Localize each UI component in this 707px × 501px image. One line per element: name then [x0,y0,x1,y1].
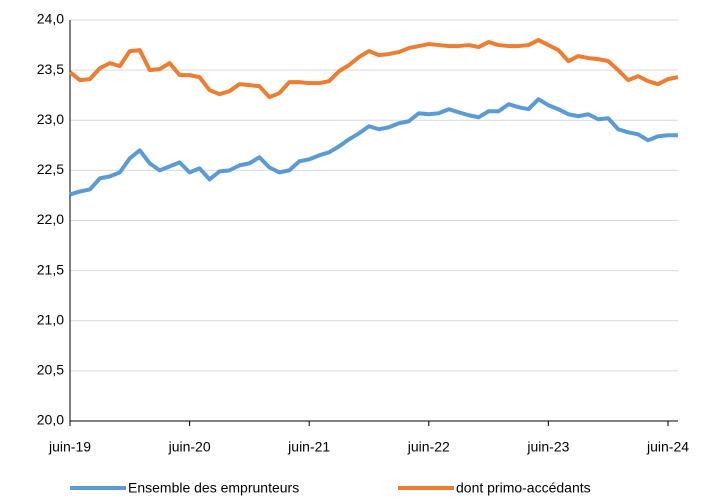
y-tick-label: 22,0 [37,211,64,227]
y-tick-label: 23,0 [37,111,64,127]
y-tick-label: 22,5 [37,161,64,177]
y-tick-label: 21,5 [37,261,64,277]
y-tick-label: 20,0 [37,412,64,428]
series-line [69,97,678,197]
legend-label: dont primo-accédants [456,480,591,496]
y-tick-label: 24,0 [37,11,64,27]
series-line [68,38,679,100]
x-tick-label: juin-19 [48,439,91,455]
x-tick-label: juin-23 [526,439,569,455]
legend-label: Ensemble des emprunteurs [128,480,299,496]
y-tick-label: 21,0 [37,311,64,327]
y-tick-label: 23,5 [37,61,64,77]
x-tick-label: juin-22 [407,439,450,455]
y-tick-label: 20,5 [37,362,64,378]
x-tick-label: juin-24 [646,439,689,455]
x-tick-label: juin-21 [287,439,330,455]
x-tick-label: juin-20 [168,439,211,455]
